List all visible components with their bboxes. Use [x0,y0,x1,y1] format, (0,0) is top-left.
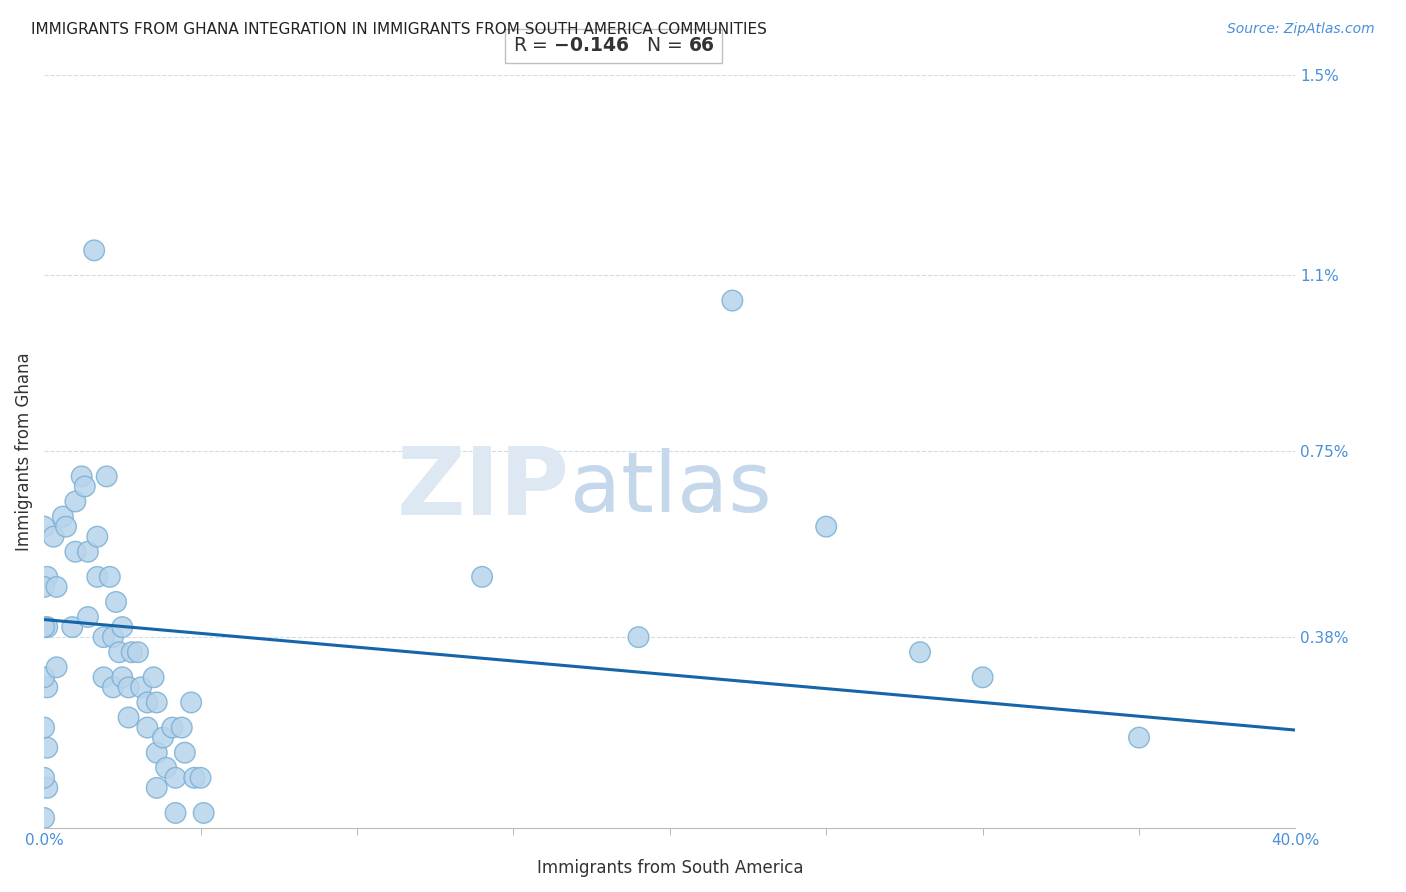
Point [145,780,167,795]
Point [627,630,650,644]
Point [73,479,96,493]
Point [121,645,143,659]
Text: R =: R = [627,35,669,54]
Point [45,660,67,674]
Point [77,545,100,559]
Point [32,771,55,785]
Point [908,645,931,659]
Point [60,620,83,634]
Point [45,580,67,594]
Point [93,630,115,644]
Point [1128,731,1150,745]
Point [32,580,55,594]
Point [129,681,152,695]
Point [37,780,59,795]
Point [83,244,105,258]
Point [136,695,159,709]
Point [815,519,838,533]
Point [37,620,59,634]
Point [162,721,184,735]
Point [86,530,108,544]
Point [65,494,87,508]
Point [86,570,108,584]
Text: IMMIGRANTS FROM GHANA INTEGRATION IN IMMIGRANTS FROM SOUTH AMERICA COMMUNITIES: IMMIGRANTS FROM GHANA INTEGRATION IN IMM… [31,22,766,37]
Text: R = $\bf{-0.146}$   N = $\bf{66}$: R = $\bf{-0.146}$ N = $\bf{66}$ [513,37,714,55]
Point [70,469,93,483]
Point [32,620,55,634]
Text: Source: ZipAtlas.com: Source: ZipAtlas.com [1227,22,1375,37]
Point [165,805,187,820]
Point [136,721,159,735]
Point [111,620,134,634]
Point [170,721,193,735]
Point [155,761,177,775]
Point [183,771,205,785]
Point [145,695,167,709]
Text: atlas: atlas [569,449,772,530]
Point [101,630,124,644]
Point [972,670,994,684]
Point [42,530,65,544]
Text: ZIP: ZIP [396,443,569,535]
Y-axis label: Immigrants from Ghana: Immigrants from Ghana [15,352,32,550]
Point [32,670,55,684]
Point [111,670,134,684]
Point [127,645,149,659]
Point [93,670,115,684]
Point [55,519,77,533]
Point [193,805,215,820]
Point [180,695,202,709]
Point [65,545,87,559]
Point [142,670,165,684]
Point [165,771,187,785]
Point [108,645,131,659]
Point [98,570,121,584]
Point [117,710,139,724]
Point [721,293,744,308]
Point [152,731,174,745]
Point [101,681,124,695]
Point [117,681,139,695]
Point [37,681,59,695]
Point [190,771,212,785]
Point [37,570,59,584]
Point [105,595,128,609]
X-axis label: Immigrants from South America: Immigrants from South America [537,859,803,877]
Point [77,610,100,624]
Point [173,746,195,760]
Point [32,519,55,533]
Point [145,746,167,760]
Point [96,469,118,483]
Point [32,721,55,735]
Point [37,740,59,755]
Point [32,811,55,825]
Point [471,570,494,584]
Point [52,509,75,524]
